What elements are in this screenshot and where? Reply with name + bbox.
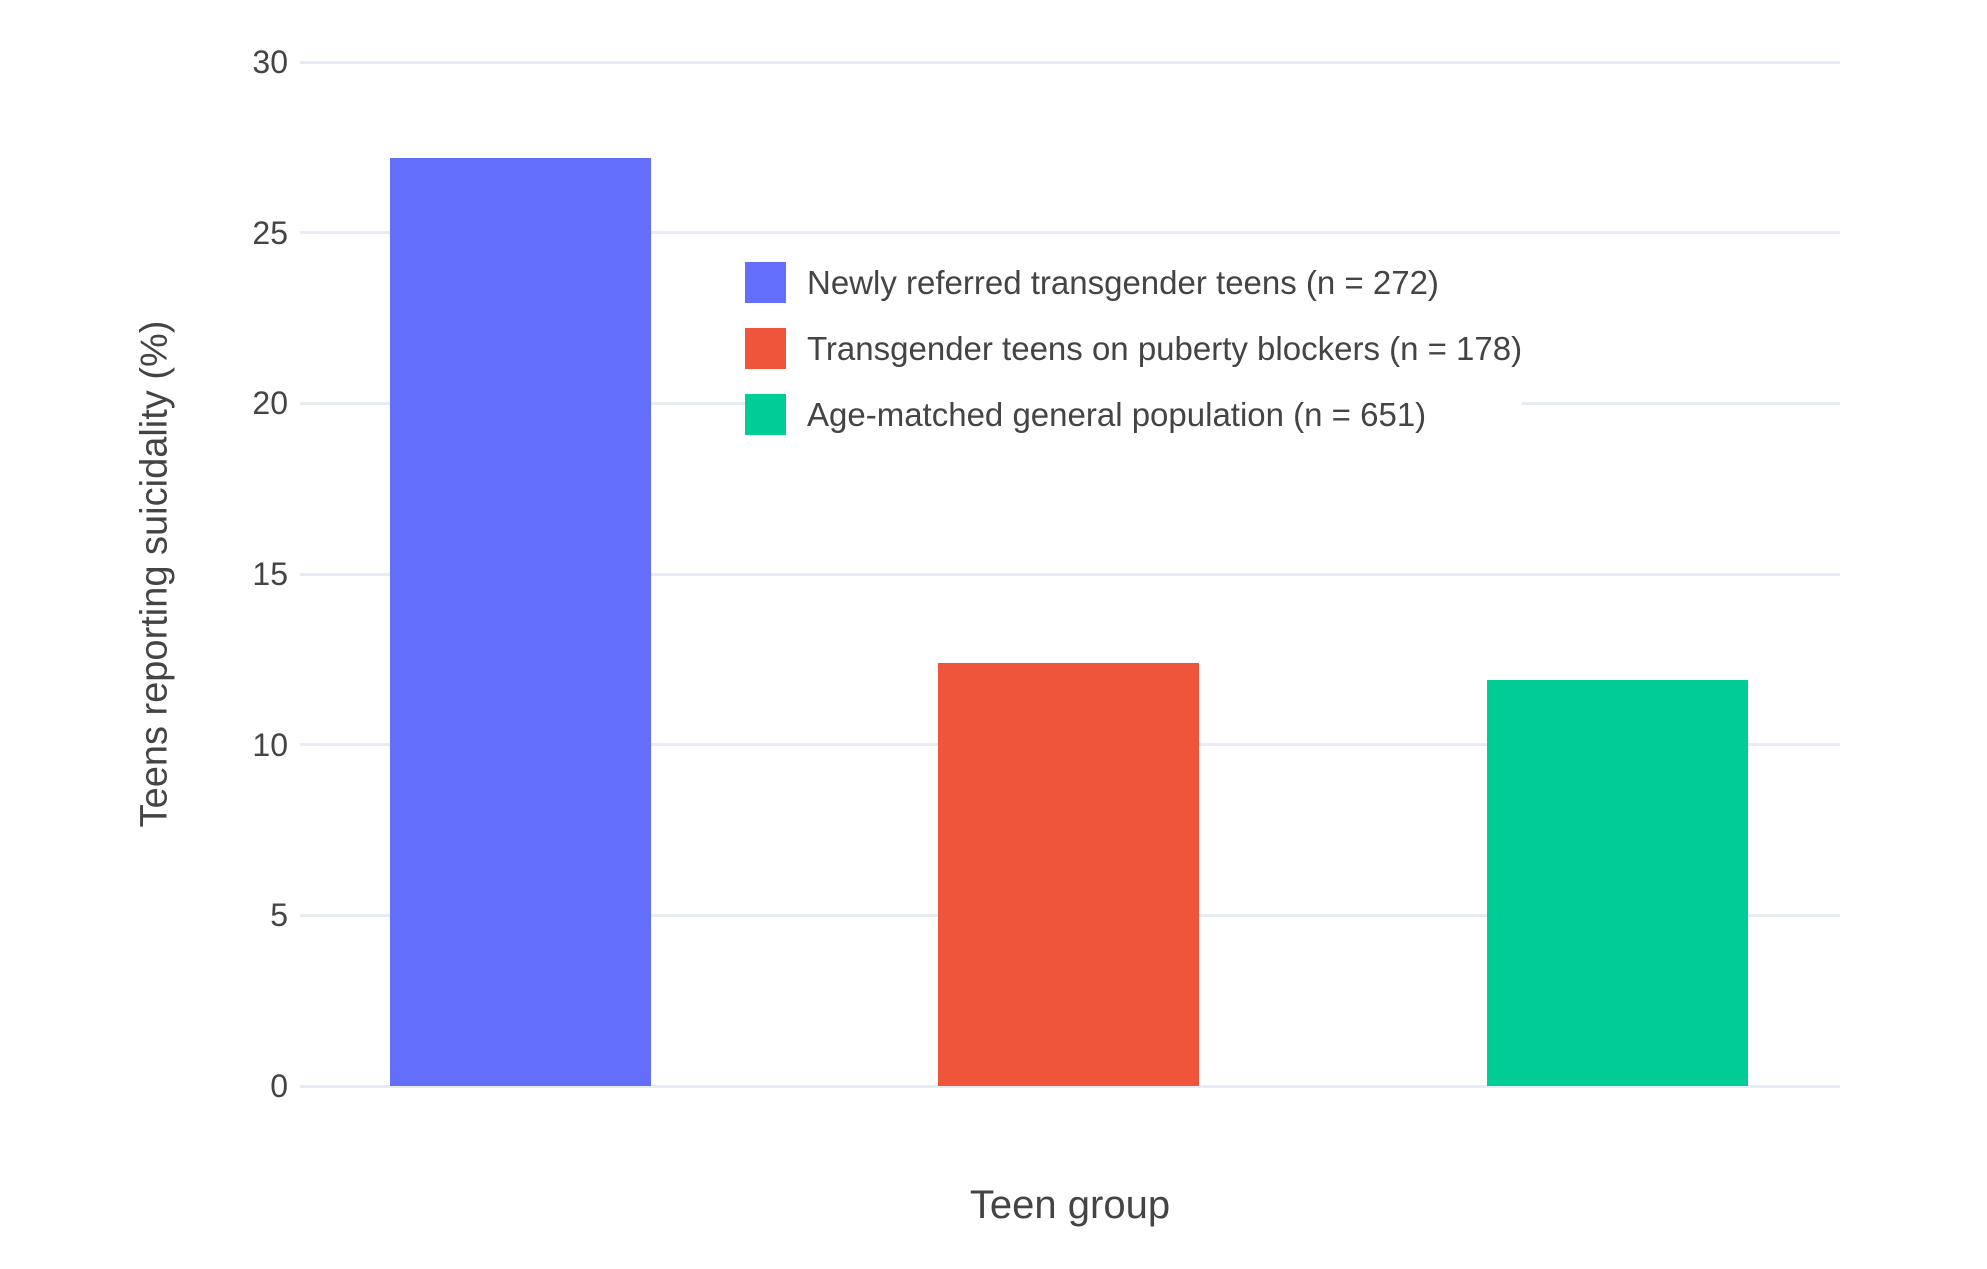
bar-0 (389, 157, 651, 1086)
y-tick-label: 10 (252, 726, 288, 763)
y-tick-label: 5 (270, 897, 288, 934)
y-tick-label: 0 (270, 1068, 288, 1104)
bar-2 (1486, 679, 1748, 1086)
gridline (300, 572, 1840, 576)
legend-swatch-icon (745, 262, 786, 303)
legend-swatch-icon (745, 394, 786, 435)
gridline (300, 60, 1840, 64)
legend-label: Newly referred transgender teens (n = 27… (807, 263, 1439, 301)
y-tick-label: 30 (252, 44, 288, 80)
legend-item-0[interactable]: Newly referred transgender teens (n = 27… (745, 262, 1522, 303)
legend-label: Transgender teens on puberty blockers (n… (807, 329, 1523, 367)
y-tick-label: 25 (252, 214, 288, 251)
y-tick-label: 15 (252, 556, 288, 592)
legend-swatch-icon (745, 328, 786, 369)
legend-item-2[interactable]: Age-matched general population (n = 651) (745, 394, 1522, 435)
legend-label: Age-matched general population (n = 651) (807, 395, 1427, 433)
gridline (300, 231, 1840, 235)
bar-1 (937, 662, 1199, 1086)
legend: Newly referred transgender teens (n = 27… (745, 262, 1523, 460)
x-axis-title: Teen group (969, 1183, 1171, 1227)
gridline (300, 1084, 1840, 1088)
legend-item-1[interactable]: Transgender teens on puberty blockers (n… (745, 328, 1522, 369)
y-tick-label: 20 (252, 385, 288, 422)
